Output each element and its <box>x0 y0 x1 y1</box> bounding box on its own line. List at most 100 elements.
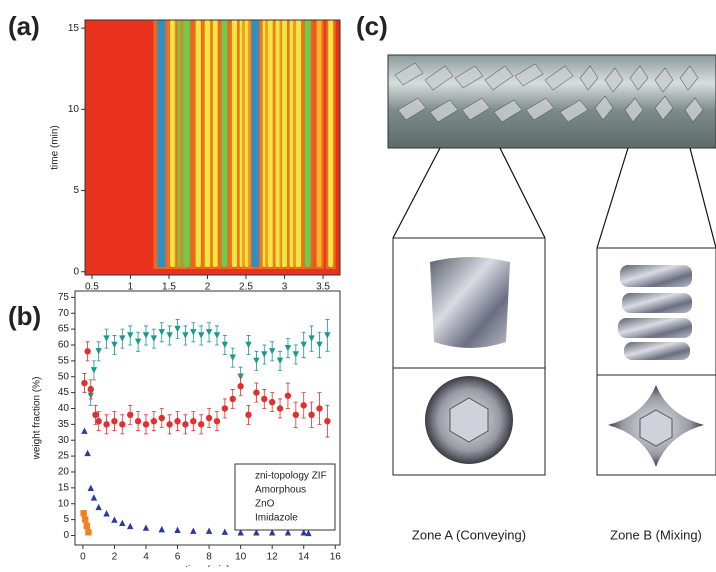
data-point <box>151 335 157 341</box>
peak-stripe <box>252 20 259 267</box>
y-tick-label: 65 <box>58 324 70 335</box>
y-axis-label: weight fraction (%) <box>32 377 43 461</box>
data-point <box>206 415 212 421</box>
data-point <box>159 526 165 532</box>
legend-label: zni-topology ZIF <box>255 471 327 482</box>
data-point <box>245 342 251 348</box>
data-point <box>253 358 259 364</box>
photo-caption: Zone B (Mixing) <box>610 527 702 542</box>
data-point <box>80 510 86 516</box>
data-point <box>222 342 228 348</box>
y-tick-label: 0 <box>63 530 69 541</box>
data-point <box>143 332 149 338</box>
data-point <box>84 348 90 354</box>
peak-stripe <box>205 20 211 267</box>
data-point <box>301 402 307 408</box>
y-tick-label: 40 <box>58 403 70 414</box>
data-point <box>182 332 188 338</box>
y-tick-label: 55 <box>58 355 70 366</box>
x-tick-label: 16 <box>330 552 342 563</box>
peak-stripe <box>328 20 333 267</box>
data-point <box>206 329 212 335</box>
data-point <box>84 523 90 529</box>
legend-label: Amorphous <box>255 485 306 496</box>
y-tick-label: 10 <box>58 498 70 509</box>
data-point <box>293 412 299 418</box>
data-point <box>174 527 180 533</box>
panel-label: (a) <box>8 11 40 41</box>
data-point <box>190 418 196 424</box>
peak-stripe <box>317 20 322 267</box>
data-point <box>222 528 228 534</box>
data-point <box>237 383 243 389</box>
data-point <box>214 418 220 424</box>
data-point <box>222 405 228 411</box>
x-tick-label: 14 <box>298 552 310 563</box>
data-point <box>81 428 87 434</box>
data-point <box>190 528 196 534</box>
x-tick-label: 10 <box>235 552 247 563</box>
data-point <box>190 329 196 335</box>
data-point <box>119 335 125 341</box>
data-point <box>103 335 109 341</box>
data-point <box>111 418 117 424</box>
data-point <box>88 386 94 392</box>
data-point <box>103 421 109 427</box>
figure: (a) (b) (c) Zone A (Conveying) Zone B (M… <box>0 0 716 567</box>
peak-stripe <box>196 20 201 267</box>
peak-stripe <box>296 20 302 267</box>
y-tick-label: 60 <box>58 340 70 351</box>
peak-stripe <box>282 20 287 267</box>
data-point <box>111 342 117 348</box>
data-point <box>277 405 283 411</box>
data-point <box>316 405 322 411</box>
data-point <box>293 351 299 357</box>
element-photo <box>430 257 510 348</box>
data-point <box>269 399 275 405</box>
x-tick-label: 6 <box>175 552 181 563</box>
data-point <box>103 510 109 516</box>
data-point <box>85 529 91 535</box>
data-point <box>119 421 125 427</box>
data-point <box>269 348 275 354</box>
data-point <box>214 332 220 338</box>
y-tick-label: 15 <box>58 482 70 493</box>
data-point <box>82 516 88 522</box>
data-point <box>88 485 94 491</box>
y-tick-label: 70 <box>58 308 70 319</box>
y-tick-label: 5 <box>63 514 69 525</box>
photo-panel: Zone A (Conveying) Zone B (Mixing) <box>388 55 716 542</box>
legend-label: Imidazole <box>255 513 298 524</box>
y-axis-label: time (min) <box>50 125 61 169</box>
data-point <box>143 421 149 427</box>
data-point <box>143 524 149 530</box>
data-point <box>135 418 141 424</box>
data-point <box>159 329 165 335</box>
y-tick-label: 0 <box>73 266 79 277</box>
y-tick-label: 30 <box>58 435 70 446</box>
y-tick-label: 45 <box>58 387 70 398</box>
data-point <box>95 504 101 510</box>
data-point <box>91 367 97 373</box>
data-point <box>308 335 314 341</box>
zoom-lines <box>393 148 716 248</box>
panel-label: (c) <box>356 11 388 41</box>
data-point <box>206 528 212 534</box>
data-point <box>84 450 90 456</box>
data-point <box>230 354 236 360</box>
legend-label: ZnO <box>255 499 275 510</box>
y-tick-label: 5 <box>73 185 79 196</box>
data-point <box>127 332 133 338</box>
data-point <box>95 418 101 424</box>
data-point <box>81 380 87 386</box>
data-point <box>127 412 133 418</box>
data-point <box>159 415 165 421</box>
x-tick-label: 8 <box>206 552 212 563</box>
data-point <box>261 396 267 402</box>
peak-stripe <box>268 20 274 267</box>
y-tick-label: 75 <box>58 292 70 303</box>
data-point <box>245 412 251 418</box>
data-point <box>305 530 311 536</box>
peak-stripe <box>232 20 237 267</box>
peak-stripe <box>183 20 190 267</box>
